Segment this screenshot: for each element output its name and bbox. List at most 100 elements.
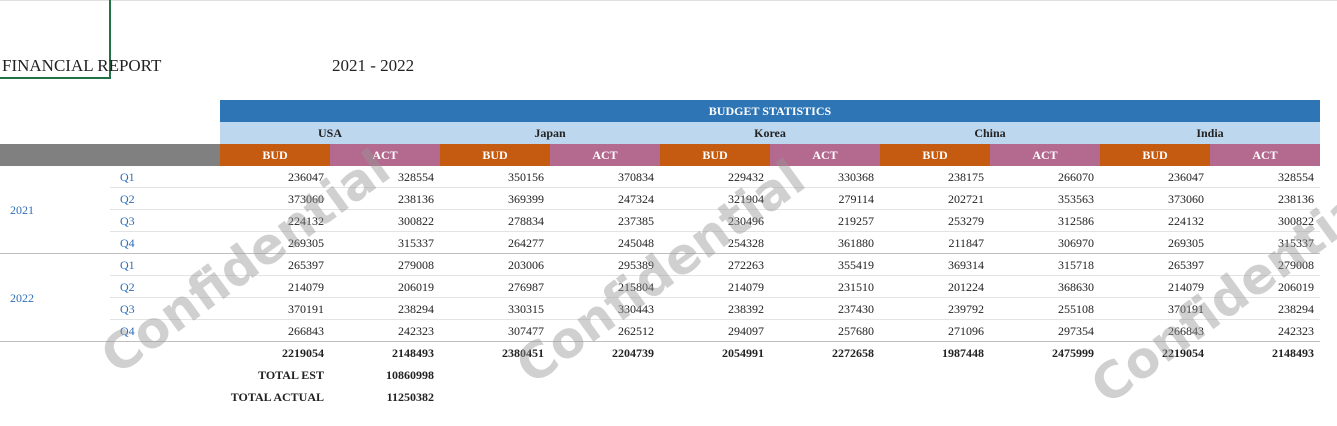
value-cell: 300822: [398, 214, 434, 228]
row-line: [110, 187, 1320, 188]
year-label: 2022: [10, 291, 34, 305]
value-cell: 215804: [618, 280, 654, 294]
total-cell: 2475999: [1052, 346, 1094, 360]
total-cell: 2219054: [282, 346, 324, 360]
value-cell: 211847: [948, 236, 984, 250]
row-line: [110, 341, 1320, 342]
value-cell: 203006: [508, 258, 544, 272]
value-cell: 237385: [618, 214, 654, 228]
value-cell: 231510: [838, 280, 874, 294]
quarter-label: Q3: [120, 214, 135, 228]
total-est-label: TOTAL EST: [258, 368, 324, 382]
group-line: [0, 341, 110, 342]
value-cell: 239792: [948, 302, 984, 316]
value-cell: 230496: [728, 214, 764, 228]
value-cell: 278834: [508, 214, 544, 228]
value-cell: 266843: [1168, 324, 1204, 338]
value-cell: 307477: [508, 324, 544, 338]
total-cell: 2148493: [392, 346, 434, 360]
act-header: ACT: [550, 144, 660, 166]
report-period: 2021 - 2022: [332, 56, 415, 75]
row-line: [110, 231, 1320, 232]
value-cell: 315337: [1278, 236, 1314, 250]
value-cell: 279114: [838, 192, 874, 206]
total-cell: 2380451: [502, 346, 544, 360]
cell-cursor: [109, 0, 111, 78]
value-cell: 315718: [1058, 258, 1094, 272]
value-cell: 255108: [1058, 302, 1094, 316]
value-cell: 361880: [838, 236, 874, 250]
total-cell: 2148493: [1272, 346, 1314, 360]
value-cell: 297354: [1058, 324, 1094, 338]
value-cell: 224132: [1168, 214, 1204, 228]
bud-header: BUD: [880, 144, 990, 166]
value-cell: 238136: [1278, 192, 1314, 206]
quarter-label: Q4: [120, 236, 135, 250]
total-cell: 2054991: [722, 346, 764, 360]
value-cell: 328554: [398, 170, 434, 184]
value-cell: 265397: [288, 258, 324, 272]
value-cell: 312586: [1058, 214, 1094, 228]
value-cell: 269305: [288, 236, 324, 250]
quarter-label: Q3: [120, 302, 135, 316]
total-actual-label: TOTAL ACTUAL: [230, 390, 324, 404]
value-cell: 206019: [398, 280, 434, 294]
value-cell: 254328: [728, 236, 764, 250]
value-cell: 214079: [728, 280, 764, 294]
bud-header: BUD: [1100, 144, 1210, 166]
quarter-label: Q1: [120, 258, 135, 272]
value-cell: 294097: [728, 324, 764, 338]
value-cell: 271096: [948, 324, 984, 338]
total-cell: 2219054: [1162, 346, 1204, 360]
total-cell: 1987448: [942, 346, 984, 360]
value-cell: 353563: [1058, 192, 1094, 206]
value-cell: 247324: [618, 192, 654, 206]
total-est-value: 10860998: [386, 368, 434, 382]
value-cell: 330443: [618, 302, 654, 316]
value-cell: 355419: [838, 258, 874, 272]
region-header: Korea: [660, 122, 880, 144]
value-cell: 262512: [618, 324, 654, 338]
quarter-label: Q4: [120, 324, 135, 338]
act-header: ACT: [330, 144, 440, 166]
bud-header: BUD: [660, 144, 770, 166]
value-cell: 237430: [838, 302, 874, 316]
act-header: ACT: [770, 144, 880, 166]
value-cell: 253279: [948, 214, 984, 228]
value-cell: 373060: [1168, 192, 1204, 206]
row-line: [110, 209, 1320, 210]
value-cell: 368630: [1058, 280, 1094, 294]
value-cell: 201224: [948, 280, 984, 294]
row-line: [110, 275, 1320, 276]
region-header: India: [1100, 122, 1320, 144]
banner: BUDGET STATISTICS: [220, 100, 1320, 122]
value-cell: 219257: [838, 214, 874, 228]
value-cell: 272263: [728, 258, 764, 272]
value-cell: 242323: [1278, 324, 1314, 338]
value-cell: 229432: [728, 170, 764, 184]
quarter-label: Q2: [120, 192, 135, 206]
value-cell: 370834: [618, 170, 654, 184]
value-cell: 276987: [508, 280, 544, 294]
value-cell: 242323: [398, 324, 434, 338]
value-cell: 373060: [288, 192, 324, 206]
value-cell: 306970: [1058, 236, 1094, 250]
bud-header: BUD: [220, 144, 330, 166]
value-cell: 370191: [1168, 302, 1204, 316]
value-cell: 369399: [508, 192, 544, 206]
value-cell: 264277: [508, 236, 544, 250]
value-cell: 236047: [288, 170, 324, 184]
row-line: [110, 253, 1320, 254]
value-cell: 238175: [948, 170, 984, 184]
value-cell: 238136: [398, 192, 434, 206]
value-cell: 206019: [1278, 280, 1314, 294]
value-cell: 238294: [1278, 302, 1314, 316]
value-cell: 300822: [1278, 214, 1314, 228]
value-cell: 214079: [288, 280, 324, 294]
act-header: ACT: [1210, 144, 1320, 166]
value-cell: 321904: [728, 192, 764, 206]
region-header: Japan: [440, 122, 660, 144]
act-header: ACT: [990, 144, 1100, 166]
region-header: China: [880, 122, 1100, 144]
